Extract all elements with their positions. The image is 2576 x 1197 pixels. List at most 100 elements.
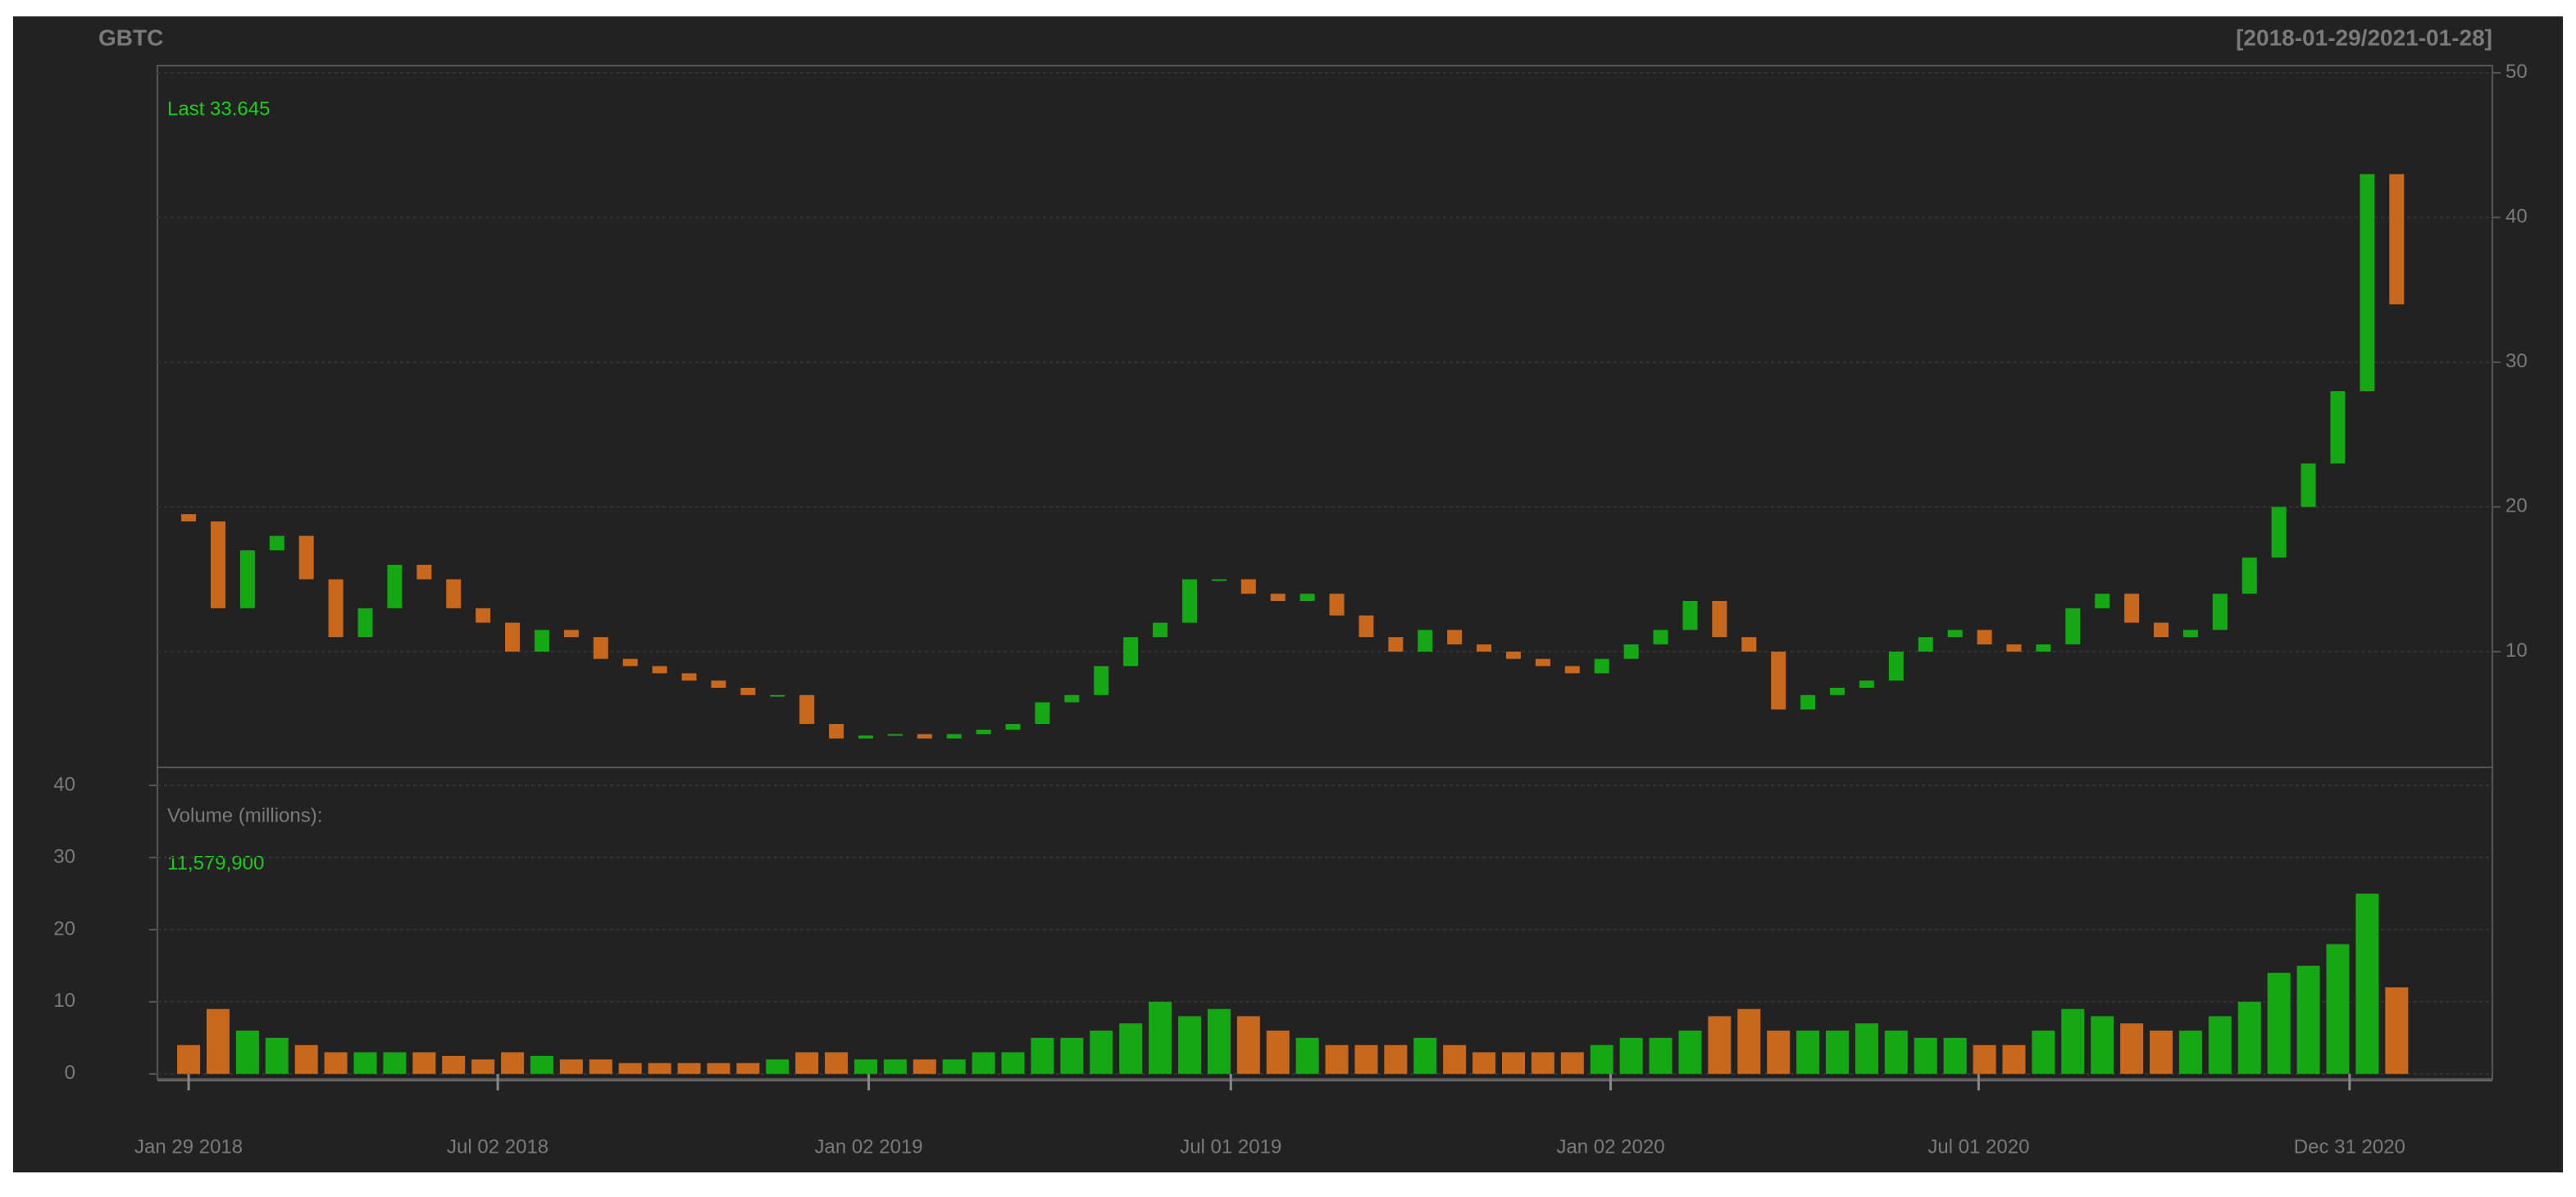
candle xyxy=(1947,630,1963,638)
volume-bar xyxy=(883,1059,907,1074)
volume-bar xyxy=(1678,1031,1702,1074)
candle xyxy=(1153,622,1168,638)
volume-bar xyxy=(2296,965,2320,1074)
volume-bar xyxy=(648,1063,671,1074)
volume-bar xyxy=(677,1063,701,1074)
volume-bar xyxy=(853,1059,877,1074)
candle xyxy=(476,608,491,623)
volume-bar xyxy=(1295,1037,1319,1074)
candle xyxy=(887,734,903,736)
volume-bar xyxy=(1443,1045,1467,1074)
candle xyxy=(1094,666,1109,695)
candle xyxy=(1064,694,1080,703)
candle xyxy=(1035,702,1050,725)
candle xyxy=(1859,680,1874,688)
candle xyxy=(1359,615,1374,638)
volume-bar xyxy=(1325,1045,1349,1074)
candle xyxy=(2006,644,2022,652)
candle xyxy=(1447,630,1463,644)
volume-bar xyxy=(2267,972,2291,1074)
candle xyxy=(681,673,697,681)
volume-bar xyxy=(1001,1052,1025,1074)
volume-label: Volume (millions): xyxy=(167,804,322,826)
volume-bar xyxy=(1090,1031,1113,1074)
volume-bar xyxy=(442,1055,466,1074)
candle xyxy=(2095,594,2110,608)
volume-bar xyxy=(2178,1031,2202,1074)
candle xyxy=(2271,507,2287,558)
volume-bar xyxy=(1531,1052,1554,1074)
last-volume: 11,579,900 xyxy=(167,852,264,874)
volume-bar xyxy=(2120,1023,2144,1074)
candle xyxy=(946,734,962,739)
y-tick-label: 40 xyxy=(2505,206,2528,228)
y-tick-label: 40 xyxy=(53,773,75,795)
candle xyxy=(534,630,549,652)
volume-bar xyxy=(1855,1023,1878,1074)
candle xyxy=(505,622,521,652)
volume-bar xyxy=(618,1063,642,1074)
volume-bar xyxy=(1708,1016,1732,1074)
volume-bar xyxy=(2032,1031,2055,1074)
volume-bar xyxy=(1973,1045,1996,1074)
candle xyxy=(622,658,638,667)
volume-bar xyxy=(766,1059,790,1074)
volume-bar xyxy=(501,1052,525,1074)
volume-bar xyxy=(353,1052,377,1074)
candle xyxy=(2301,463,2316,507)
y-tick-label: 10 xyxy=(2505,639,2528,662)
volume-bar xyxy=(2150,1031,2173,1074)
volume-bar xyxy=(1266,1031,1290,1074)
volume-bar xyxy=(2002,1045,2026,1074)
volume-bar xyxy=(235,1031,259,1074)
volume-bar xyxy=(736,1063,760,1074)
volume-bar xyxy=(1796,1031,1820,1074)
volume-bar xyxy=(825,1052,849,1074)
volume-bar xyxy=(383,1052,407,1074)
candle xyxy=(269,535,284,551)
volume-bar xyxy=(1384,1045,1408,1074)
volume-bar xyxy=(972,1052,995,1074)
candle xyxy=(1299,594,1315,602)
candle xyxy=(1977,630,1992,644)
volume-bar xyxy=(1590,1045,1613,1074)
volume-bar xyxy=(471,1059,495,1074)
volume-bar xyxy=(1119,1023,1143,1074)
candle xyxy=(917,734,932,739)
candle xyxy=(976,730,991,735)
volume-bar xyxy=(1177,1016,1201,1074)
volume-bar xyxy=(559,1059,583,1074)
x-tick-label: Dec 31 2020 xyxy=(2294,1136,2405,1158)
volume-bar xyxy=(2326,944,2350,1074)
volume-bar xyxy=(530,1055,553,1074)
volume-bar xyxy=(1767,1031,1791,1074)
x-tick-label: Jul 01 2019 xyxy=(1180,1136,1281,1158)
volume-bar xyxy=(707,1063,730,1074)
candle xyxy=(1240,579,1256,594)
candle xyxy=(1653,630,1668,644)
volume-bar xyxy=(913,1059,936,1074)
volume-bar xyxy=(2061,1008,2085,1074)
volume-bar xyxy=(177,1045,201,1074)
candle xyxy=(1329,594,1345,616)
y-tick-label: 20 xyxy=(2505,495,2528,517)
x-tick-label: Jul 02 2018 xyxy=(447,1136,548,1158)
volume-bar xyxy=(412,1052,436,1074)
candle xyxy=(1005,724,1021,730)
candle xyxy=(2241,558,2257,594)
volume-bar xyxy=(1619,1037,1643,1074)
candle xyxy=(858,735,873,739)
candle xyxy=(740,687,756,695)
candle xyxy=(1888,651,1904,681)
candle xyxy=(2360,174,2375,392)
candle xyxy=(1506,651,1522,659)
volume-bar xyxy=(1060,1037,1084,1074)
volume-bar xyxy=(1826,1031,1850,1074)
volume-bar xyxy=(1943,1037,1967,1074)
candle xyxy=(1123,637,1139,667)
candle xyxy=(593,637,608,659)
volume-bar xyxy=(1472,1052,1496,1074)
candle xyxy=(357,608,373,638)
volume-bar xyxy=(1413,1037,1437,1074)
y-tick-label: 0 xyxy=(65,1062,75,1084)
